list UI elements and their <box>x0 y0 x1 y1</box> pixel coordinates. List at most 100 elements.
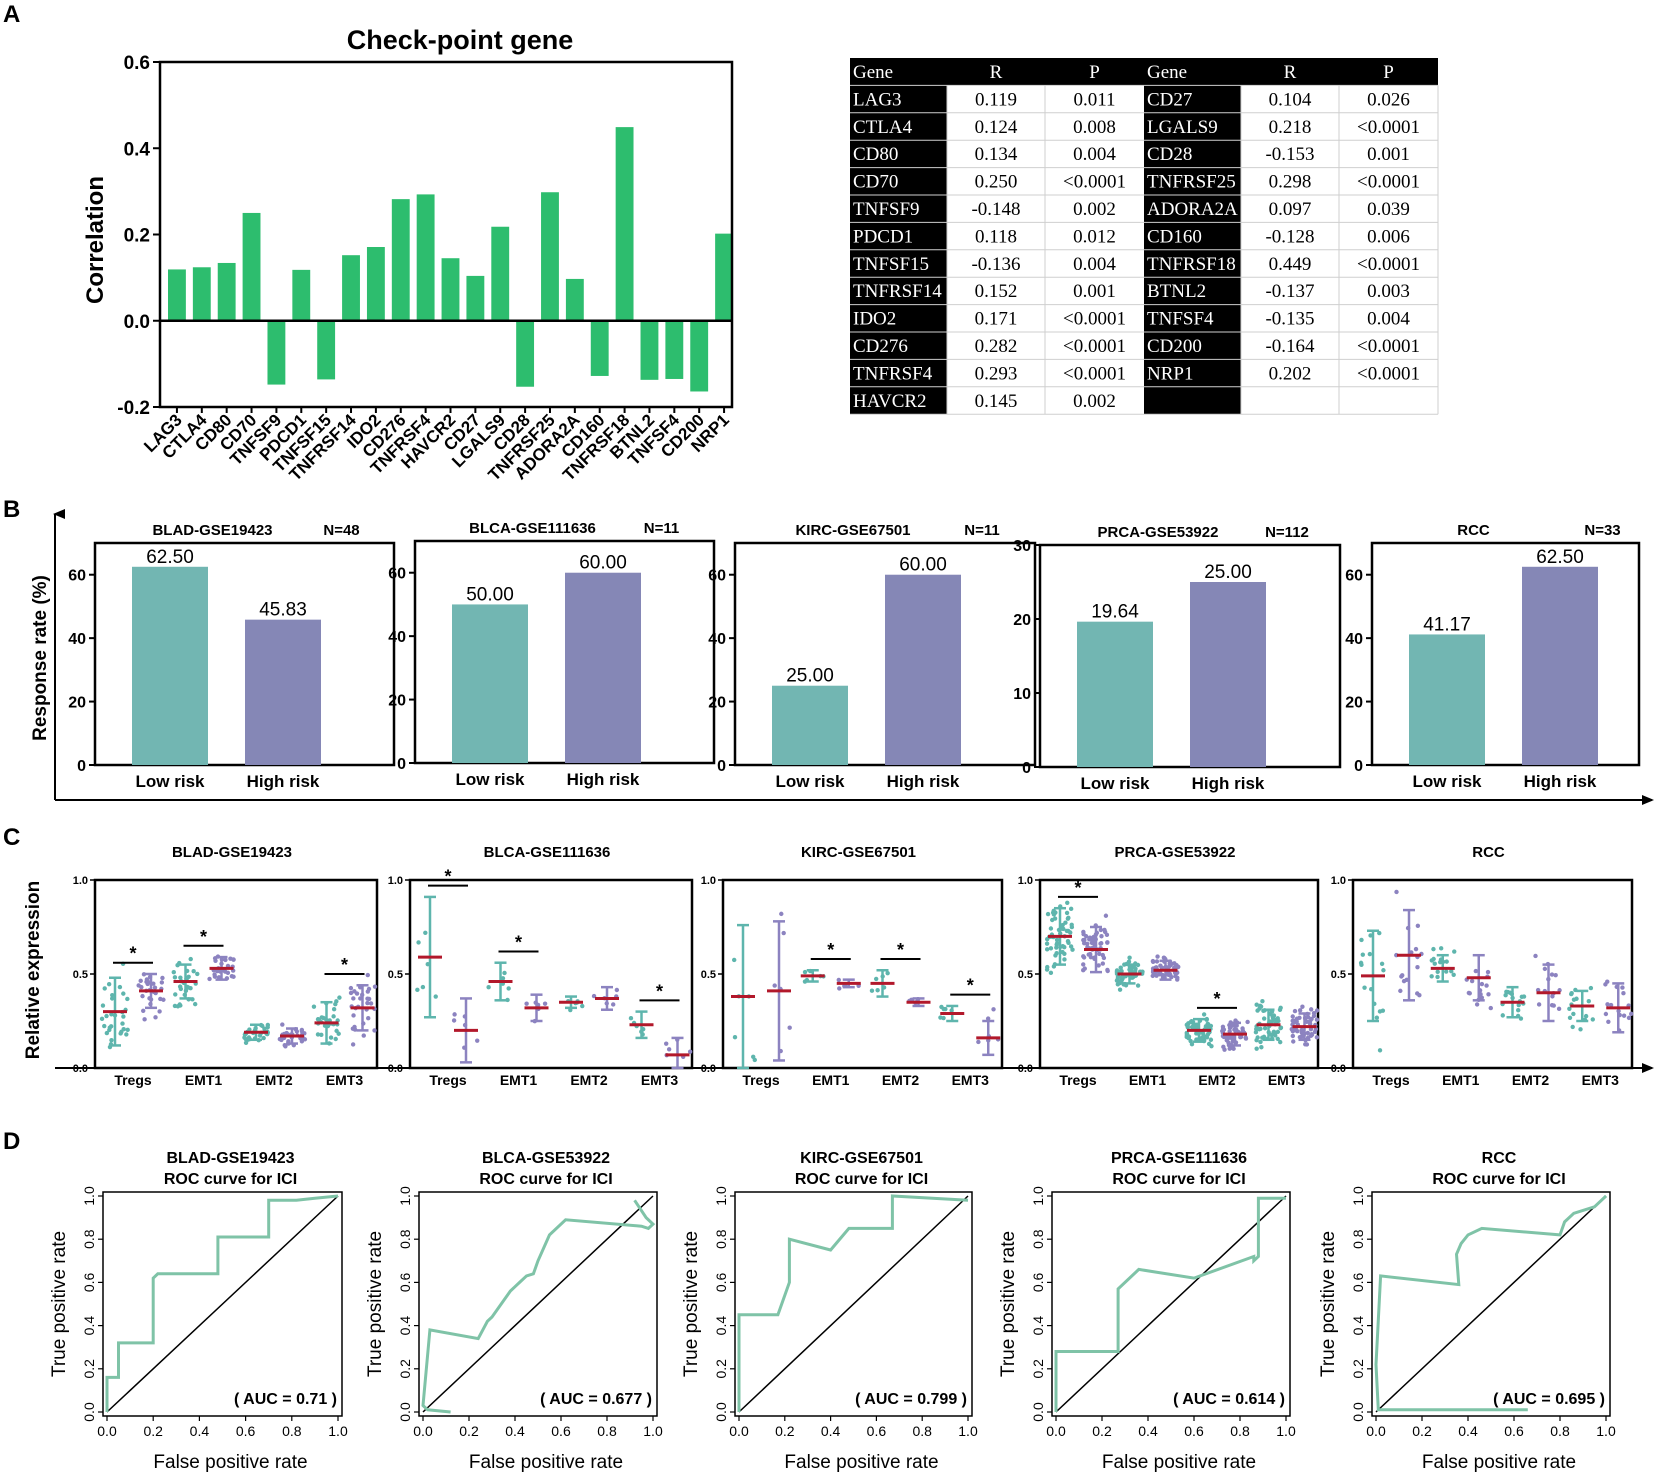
data-point <box>1169 961 1174 967</box>
data-point <box>1429 974 1434 979</box>
response-rate-charts: Response rate (%) BLAD-GSE19423 N=48 62.50 L… <box>30 509 1654 805</box>
data-point <box>1209 1043 1214 1049</box>
x-tick-label: High risk <box>247 772 320 791</box>
data-point <box>1064 928 1070 934</box>
y-tick-label: 0.2 <box>713 1359 729 1379</box>
data-point <box>1415 991 1420 996</box>
data-point <box>781 930 786 936</box>
bar <box>366 247 385 321</box>
data-point <box>1516 1008 1521 1013</box>
data-point <box>1174 963 1179 968</box>
roc-curve <box>1374 1194 1608 1412</box>
x-tick-label: 1.0 <box>328 1423 348 1439</box>
data-label: 50.00 <box>466 584 514 605</box>
table-cell: -0.136 <box>971 254 1020 275</box>
correlation-table: Gene R P Gene R P LAG3 0.119 0.011 CD27 0.104 0.026… <box>850 58 1439 415</box>
y-tick-label: 20 <box>708 695 726 712</box>
data-point <box>976 1039 981 1045</box>
table-cell: CD200 <box>1147 336 1202 357</box>
data-point <box>1308 1007 1314 1012</box>
table-cell: 0.104 <box>1269 89 1312 110</box>
table-cell: 0.449 <box>1269 254 1312 275</box>
table-cell: 0.012 <box>1073 226 1116 247</box>
y-tick-label: 0.0 <box>124 312 150 333</box>
relative-expression-charts: Relative expression BLAD-GSE19423 Tregs EMT… <box>23 844 1654 1088</box>
data-point <box>350 1026 356 1031</box>
subplot-subtitle: ROC curve for ICI <box>795 1171 928 1188</box>
diagonal-reference-line <box>1055 1195 1287 1413</box>
expression-subplot: PRCA-GSE53922 Tregs EMT1 EMT2 EMT3 * * 0.0 0.5 1.… <box>1018 844 1320 1088</box>
data-point <box>664 1041 669 1046</box>
data-point <box>1626 1015 1632 1021</box>
y-tick-label: 0.8 <box>713 1229 729 1249</box>
data-point <box>1069 924 1075 930</box>
data-point <box>1054 945 1059 950</box>
expression-subplot: RCC Tregs EMT1 EMT2 EMT3 0.0 0.5 1.0 <box>1331 844 1634 1088</box>
data-point <box>1394 889 1399 895</box>
data-point <box>1048 926 1054 931</box>
data-point <box>1503 993 1508 998</box>
x-tick-label: 1.0 <box>643 1423 663 1439</box>
data-point <box>100 1003 106 1008</box>
y-tick-label: 0.4 <box>397 1316 413 1336</box>
data-point <box>1044 936 1050 942</box>
data-point <box>1435 969 1440 975</box>
data-point <box>614 987 620 993</box>
bar <box>267 320 286 385</box>
high-risk-bar <box>245 619 321 765</box>
bar <box>317 320 336 380</box>
data-point <box>1438 946 1444 951</box>
y-tick-label: 0.0 <box>397 1402 413 1422</box>
data-point <box>223 957 228 963</box>
data-point <box>611 1002 616 1007</box>
data-point <box>366 1015 371 1021</box>
x-tick-label: EMT3 <box>1268 1072 1306 1088</box>
bar <box>217 262 236 321</box>
data-point <box>1621 991 1626 996</box>
data-point <box>109 1012 114 1017</box>
data-point <box>366 996 372 1002</box>
roc-subplot: BLCA-GSE53922 ROC curve for ICI ( AUC = 0.… <box>365 1150 663 1473</box>
data-point <box>1449 968 1454 974</box>
x-tick-label: 0.2 <box>775 1423 795 1439</box>
data-point <box>1305 1030 1310 1036</box>
data-point <box>1435 974 1440 980</box>
subplot-subtitle: ROC curve for ICI <box>164 1171 297 1188</box>
data-point <box>302 1031 307 1036</box>
data-point <box>1245 1019 1250 1025</box>
x-axis-label: False positive rate <box>153 1452 307 1473</box>
table-cell: CD160 <box>1147 226 1202 247</box>
x-tick-label: 0.2 <box>459 1423 479 1439</box>
response-subplot: RCC N=33 41.17 Low risk 62.50 High risk 0 20 40 6… <box>1345 522 1641 791</box>
auc-label: ( AUC = 0.71 ) <box>234 1391 337 1408</box>
x-tick-label: EMT2 <box>1198 1072 1236 1088</box>
data-point <box>475 1038 480 1043</box>
data-point <box>1262 1026 1268 1031</box>
data-point <box>1048 946 1054 951</box>
data-point <box>1431 946 1436 952</box>
expression-subplot: KIRC-GSE67501 Tregs EMT1 EMT2 EMT3 * * * 0.0 0.5 1… <box>701 844 1004 1088</box>
diagonal-reference-line <box>1375 1195 1607 1413</box>
data-point <box>160 975 165 981</box>
data-point <box>188 956 193 962</box>
table-cell: 0.097 <box>1269 199 1312 220</box>
y-tick-label: 20 <box>1013 612 1031 629</box>
roc-curve <box>105 1194 339 1412</box>
data-point <box>1567 1015 1573 1021</box>
data-point <box>121 1014 126 1019</box>
data-point <box>1081 962 1086 967</box>
data-point <box>1297 1034 1303 1040</box>
x-tick-label: 0.4 <box>190 1423 210 1439</box>
data-point <box>1255 1035 1260 1040</box>
data-point <box>1065 900 1070 905</box>
table-cell: 0.134 <box>975 144 1018 165</box>
table-cell: TNFSF15 <box>853 254 929 275</box>
table-cell: BTNL2 <box>1147 281 1206 302</box>
data-point <box>1227 1046 1232 1051</box>
data-point <box>139 984 144 990</box>
y-tick-label: 0.4 <box>713 1316 729 1336</box>
table-cell: 0.145 <box>975 391 1018 412</box>
response-subplot: PRCA-GSE53922 N=112 19.64 Low risk 25.00 High… <box>1013 524 1342 793</box>
data-point <box>1157 972 1163 977</box>
data-point <box>1588 985 1594 991</box>
